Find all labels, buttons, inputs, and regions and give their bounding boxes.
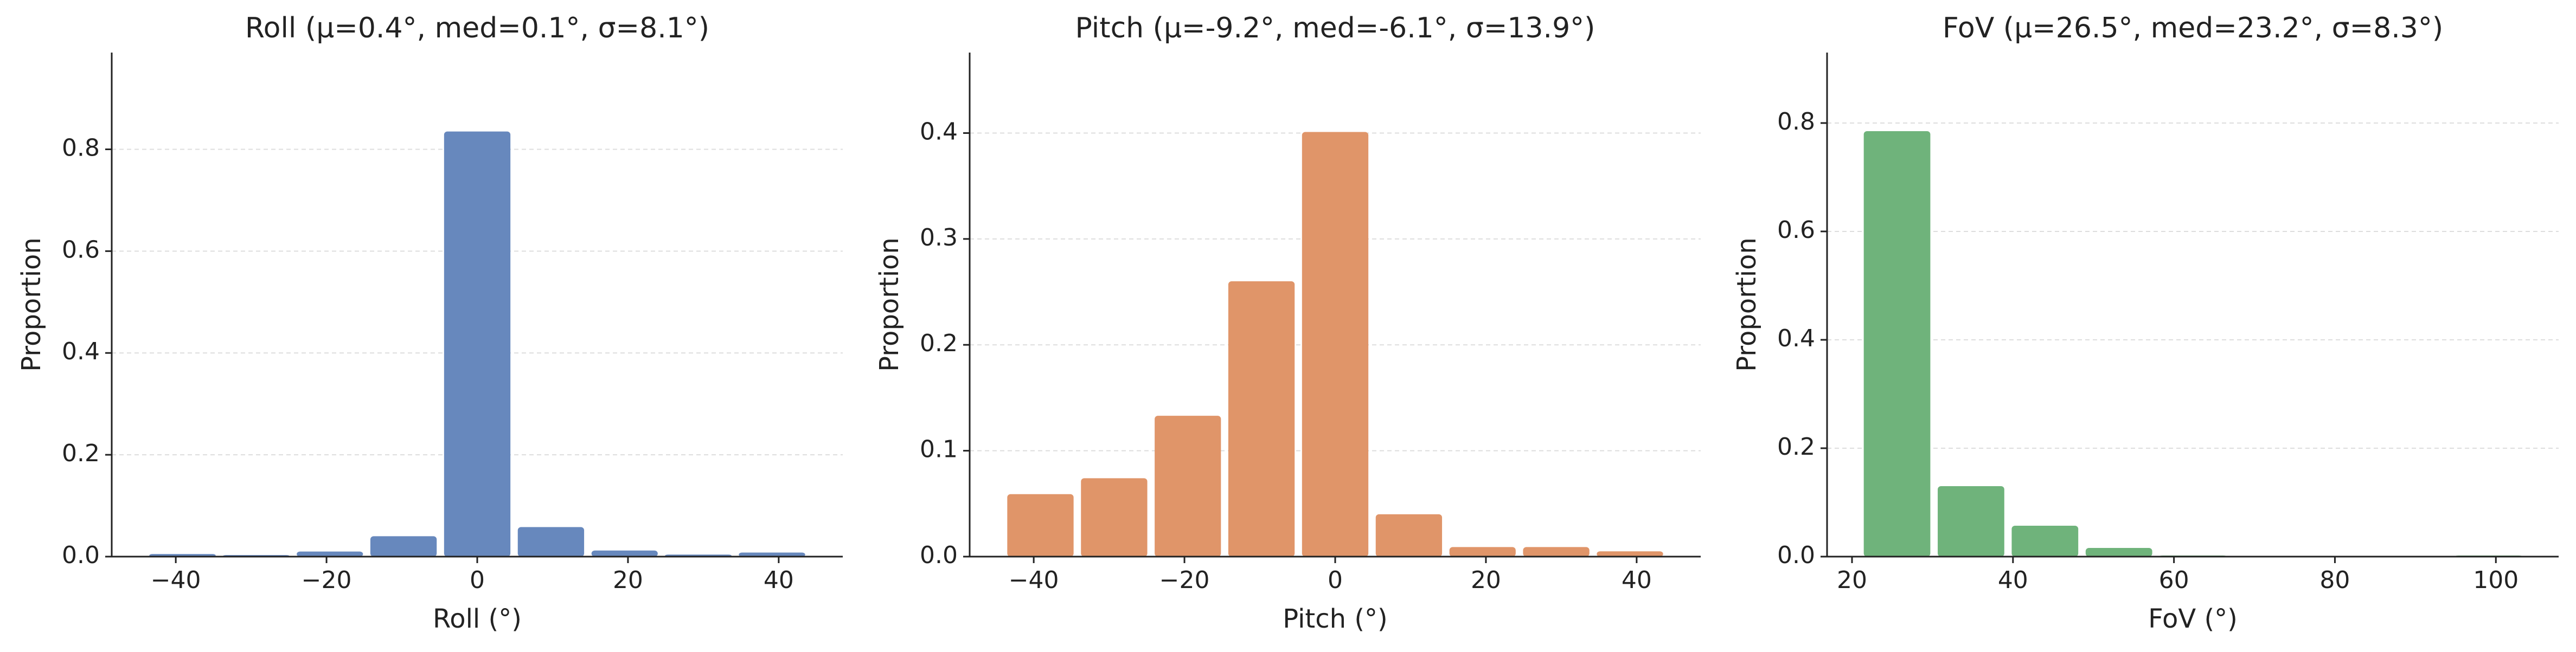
x-tick-label: 100 (2473, 566, 2519, 594)
bar (1228, 281, 1295, 557)
bar (591, 550, 658, 557)
chart-title: FoV (μ=26.5°, med=23.2°, σ=8.3°) (1943, 12, 2443, 44)
y-tick-label: 0.2 (1777, 433, 1815, 461)
x-tick-label: −20 (1159, 566, 1210, 594)
subplot: 0.0 0.2 0.4 0.6 0.8 −40 −20 0 20 40 Roll (μ=0.4°, … (16, 12, 843, 634)
y-tick-label: 0.4 (920, 118, 958, 145)
bar (1523, 547, 1590, 557)
bar (1007, 494, 1074, 557)
chart-title: Roll (μ=0.4°, med=0.1°, σ=8.1°) (245, 12, 709, 44)
x-axis-label: Pitch (°) (1283, 604, 1388, 634)
y-axis-label: Proportion (16, 237, 47, 372)
x-axis-label: Roll (°) (433, 604, 522, 634)
bar (2011, 526, 2079, 557)
bar (1375, 514, 1443, 557)
y-tick-label: 0.1 (920, 436, 958, 463)
bar (444, 131, 511, 557)
x-axis-label: FoV (°) (2148, 604, 2238, 634)
y-tick-label: 0.2 (920, 330, 958, 357)
y-tick-label: 0.4 (1777, 325, 1815, 352)
y-tick-label: 0.6 (62, 236, 100, 263)
y-tick-label: 0.0 (62, 541, 100, 569)
y-tick-label: 0.8 (62, 134, 100, 162)
x-tick-label: −20 (302, 566, 352, 594)
chart-title: Pitch (μ=-9.2°, med=-6.1°, σ=13.9°) (1075, 12, 1595, 44)
bar (1302, 132, 1369, 557)
y-tick-label: 0.0 (920, 541, 958, 569)
y-tick-label: 0.6 (1777, 216, 1815, 244)
bar (370, 536, 437, 557)
bar (1597, 551, 1663, 557)
y-tick-label: 0.2 (62, 440, 100, 467)
x-tick-label: 20 (613, 566, 643, 594)
subplot: 0.0 0.2 0.4 0.6 0.8 20 40 60 80 100 FoV (μ=26.5°, … (1732, 12, 2559, 634)
bar (1938, 486, 2004, 557)
x-tick-label: −40 (1009, 566, 1059, 594)
y-tick-label: 0.8 (1777, 108, 1815, 135)
bar (739, 552, 805, 557)
y-tick-label: 0.0 (1777, 541, 1815, 569)
subplot: 0.0 0.1 0.2 0.3 0.4 −40 −20 0 20 40 Pitch (μ=-9.2°… (874, 12, 1701, 634)
y-tick-label: 0.4 (62, 338, 100, 365)
bar (1449, 547, 1516, 557)
x-tick-label: 40 (764, 566, 794, 594)
y-axis-label: Proportion (1732, 237, 1762, 372)
x-tick-label: 40 (1998, 566, 2028, 594)
bar (297, 551, 363, 557)
x-tick-label: 20 (1837, 566, 1867, 594)
x-tick-label: −40 (151, 566, 201, 594)
bar (1863, 131, 1931, 557)
x-tick-label: 0 (1328, 566, 1343, 594)
x-tick-label: 80 (2319, 566, 2350, 594)
x-tick-label: 0 (470, 566, 485, 594)
bar (2085, 548, 2152, 557)
y-axis-label: Proportion (874, 237, 905, 372)
bar (1081, 478, 1148, 557)
bar (1155, 416, 1221, 557)
x-tick-label: 40 (1622, 566, 1652, 594)
bar (517, 527, 585, 557)
x-tick-label: 60 (2159, 566, 2189, 594)
x-tick-label: 20 (1471, 566, 1501, 594)
y-tick-label: 0.3 (920, 224, 958, 251)
